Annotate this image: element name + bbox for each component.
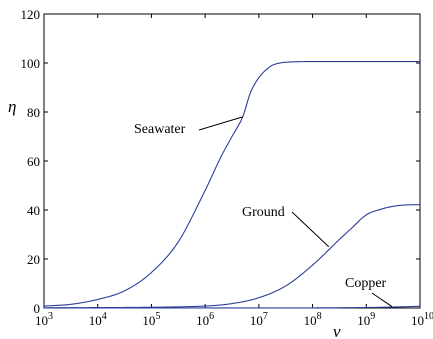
y-axis-ticks: 0 20 40 60 80 100 120 xyxy=(21,7,420,316)
x-tick-label-1: 104 xyxy=(89,311,107,328)
y-tick-label-5: 100 xyxy=(21,56,41,71)
y-tick-label-2: 40 xyxy=(27,203,40,218)
plot-frame xyxy=(43,13,421,309)
series-line-copper xyxy=(44,305,421,309)
x-axis-label: ν xyxy=(333,322,341,339)
annotation-label-copper: Copper xyxy=(345,276,387,291)
annotation-label-seawater: Seawater xyxy=(134,122,186,137)
annotation-leader-seawater xyxy=(198,116,243,131)
series-line-ground xyxy=(44,204,421,309)
annotation-leader-copper xyxy=(371,292,393,307)
x-tick-label-4: 107 xyxy=(250,311,268,328)
x-tick-label-5: 108 xyxy=(304,311,322,328)
x-tick-label-2: 105 xyxy=(142,311,160,328)
y-tick-label-1: 20 xyxy=(27,252,40,267)
annotation-leader-ground xyxy=(291,211,330,248)
x-tick-label-0: 103 xyxy=(35,311,53,328)
y-tick-label-6: 120 xyxy=(21,7,41,22)
annotation-label-ground: Ground xyxy=(242,205,285,220)
y-axis-label: η xyxy=(8,97,16,116)
y-tick-label-3: 60 xyxy=(27,154,40,169)
y-tick-label-0: 0 xyxy=(34,301,41,316)
x-tick-label-6: 109 xyxy=(357,311,375,328)
x-tick-label-3: 106 xyxy=(196,311,214,328)
series-line-seawater xyxy=(43,60,420,307)
y-tick-label-4: 80 xyxy=(27,105,40,120)
x-tick-label-7: 1010 xyxy=(411,311,433,328)
annotations: Seawater Ground Copper xyxy=(134,116,393,307)
series-lines xyxy=(43,60,421,309)
